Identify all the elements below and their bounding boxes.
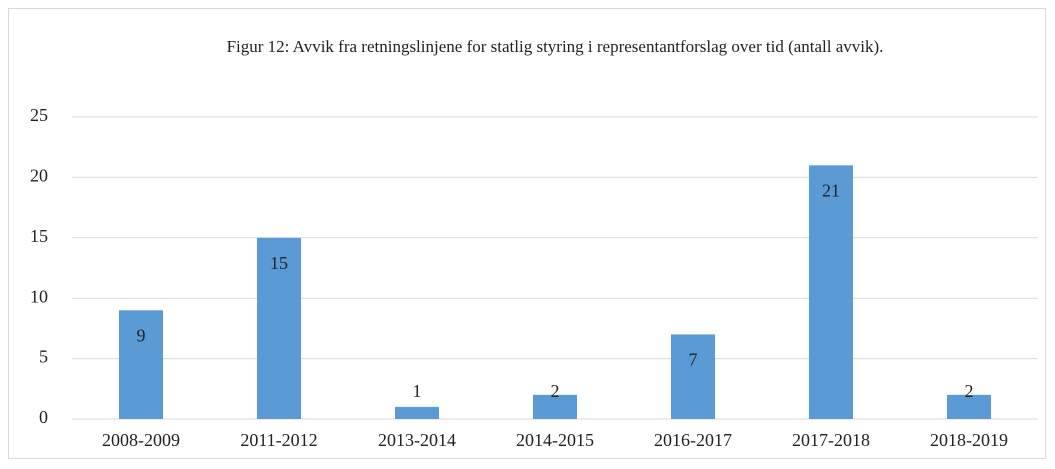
data-label: 21 bbox=[822, 180, 840, 200]
bar bbox=[257, 237, 301, 419]
x-tick-label: 2016-2017 bbox=[654, 430, 732, 450]
data-label: 7 bbox=[689, 350, 698, 370]
data-label: 2 bbox=[551, 381, 560, 401]
data-label: 15 bbox=[270, 253, 288, 273]
chart-title: Figur 12: Avvik fra retningslinjene for … bbox=[226, 37, 884, 56]
chart-frame bbox=[8, 8, 1046, 459]
bar bbox=[809, 165, 853, 419]
x-tick-label: 2011-2012 bbox=[240, 430, 317, 450]
x-tick-label: 2008-2009 bbox=[102, 430, 180, 450]
bar bbox=[533, 394, 577, 419]
x-tick-label: 2018-2019 bbox=[930, 430, 1008, 450]
bar bbox=[119, 310, 163, 419]
bar bbox=[671, 334, 715, 419]
x-tick-label: 2017-2018 bbox=[792, 430, 870, 450]
data-label: 1 bbox=[413, 381, 422, 401]
y-tick-label: 20 bbox=[30, 166, 48, 186]
y-tick-label: 10 bbox=[30, 286, 48, 306]
y-tick-label: 5 bbox=[39, 347, 48, 367]
y-tick-label: 0 bbox=[39, 407, 48, 427]
x-tick-label: 2014-2015 bbox=[516, 430, 594, 450]
data-label: 9 bbox=[137, 325, 146, 345]
bar bbox=[395, 406, 439, 419]
y-tick-label: 15 bbox=[30, 226, 48, 246]
x-tick-label: 2013-2014 bbox=[378, 430, 456, 450]
bar bbox=[947, 394, 991, 419]
data-label: 2 bbox=[965, 381, 974, 401]
y-tick-label: 25 bbox=[30, 105, 48, 125]
